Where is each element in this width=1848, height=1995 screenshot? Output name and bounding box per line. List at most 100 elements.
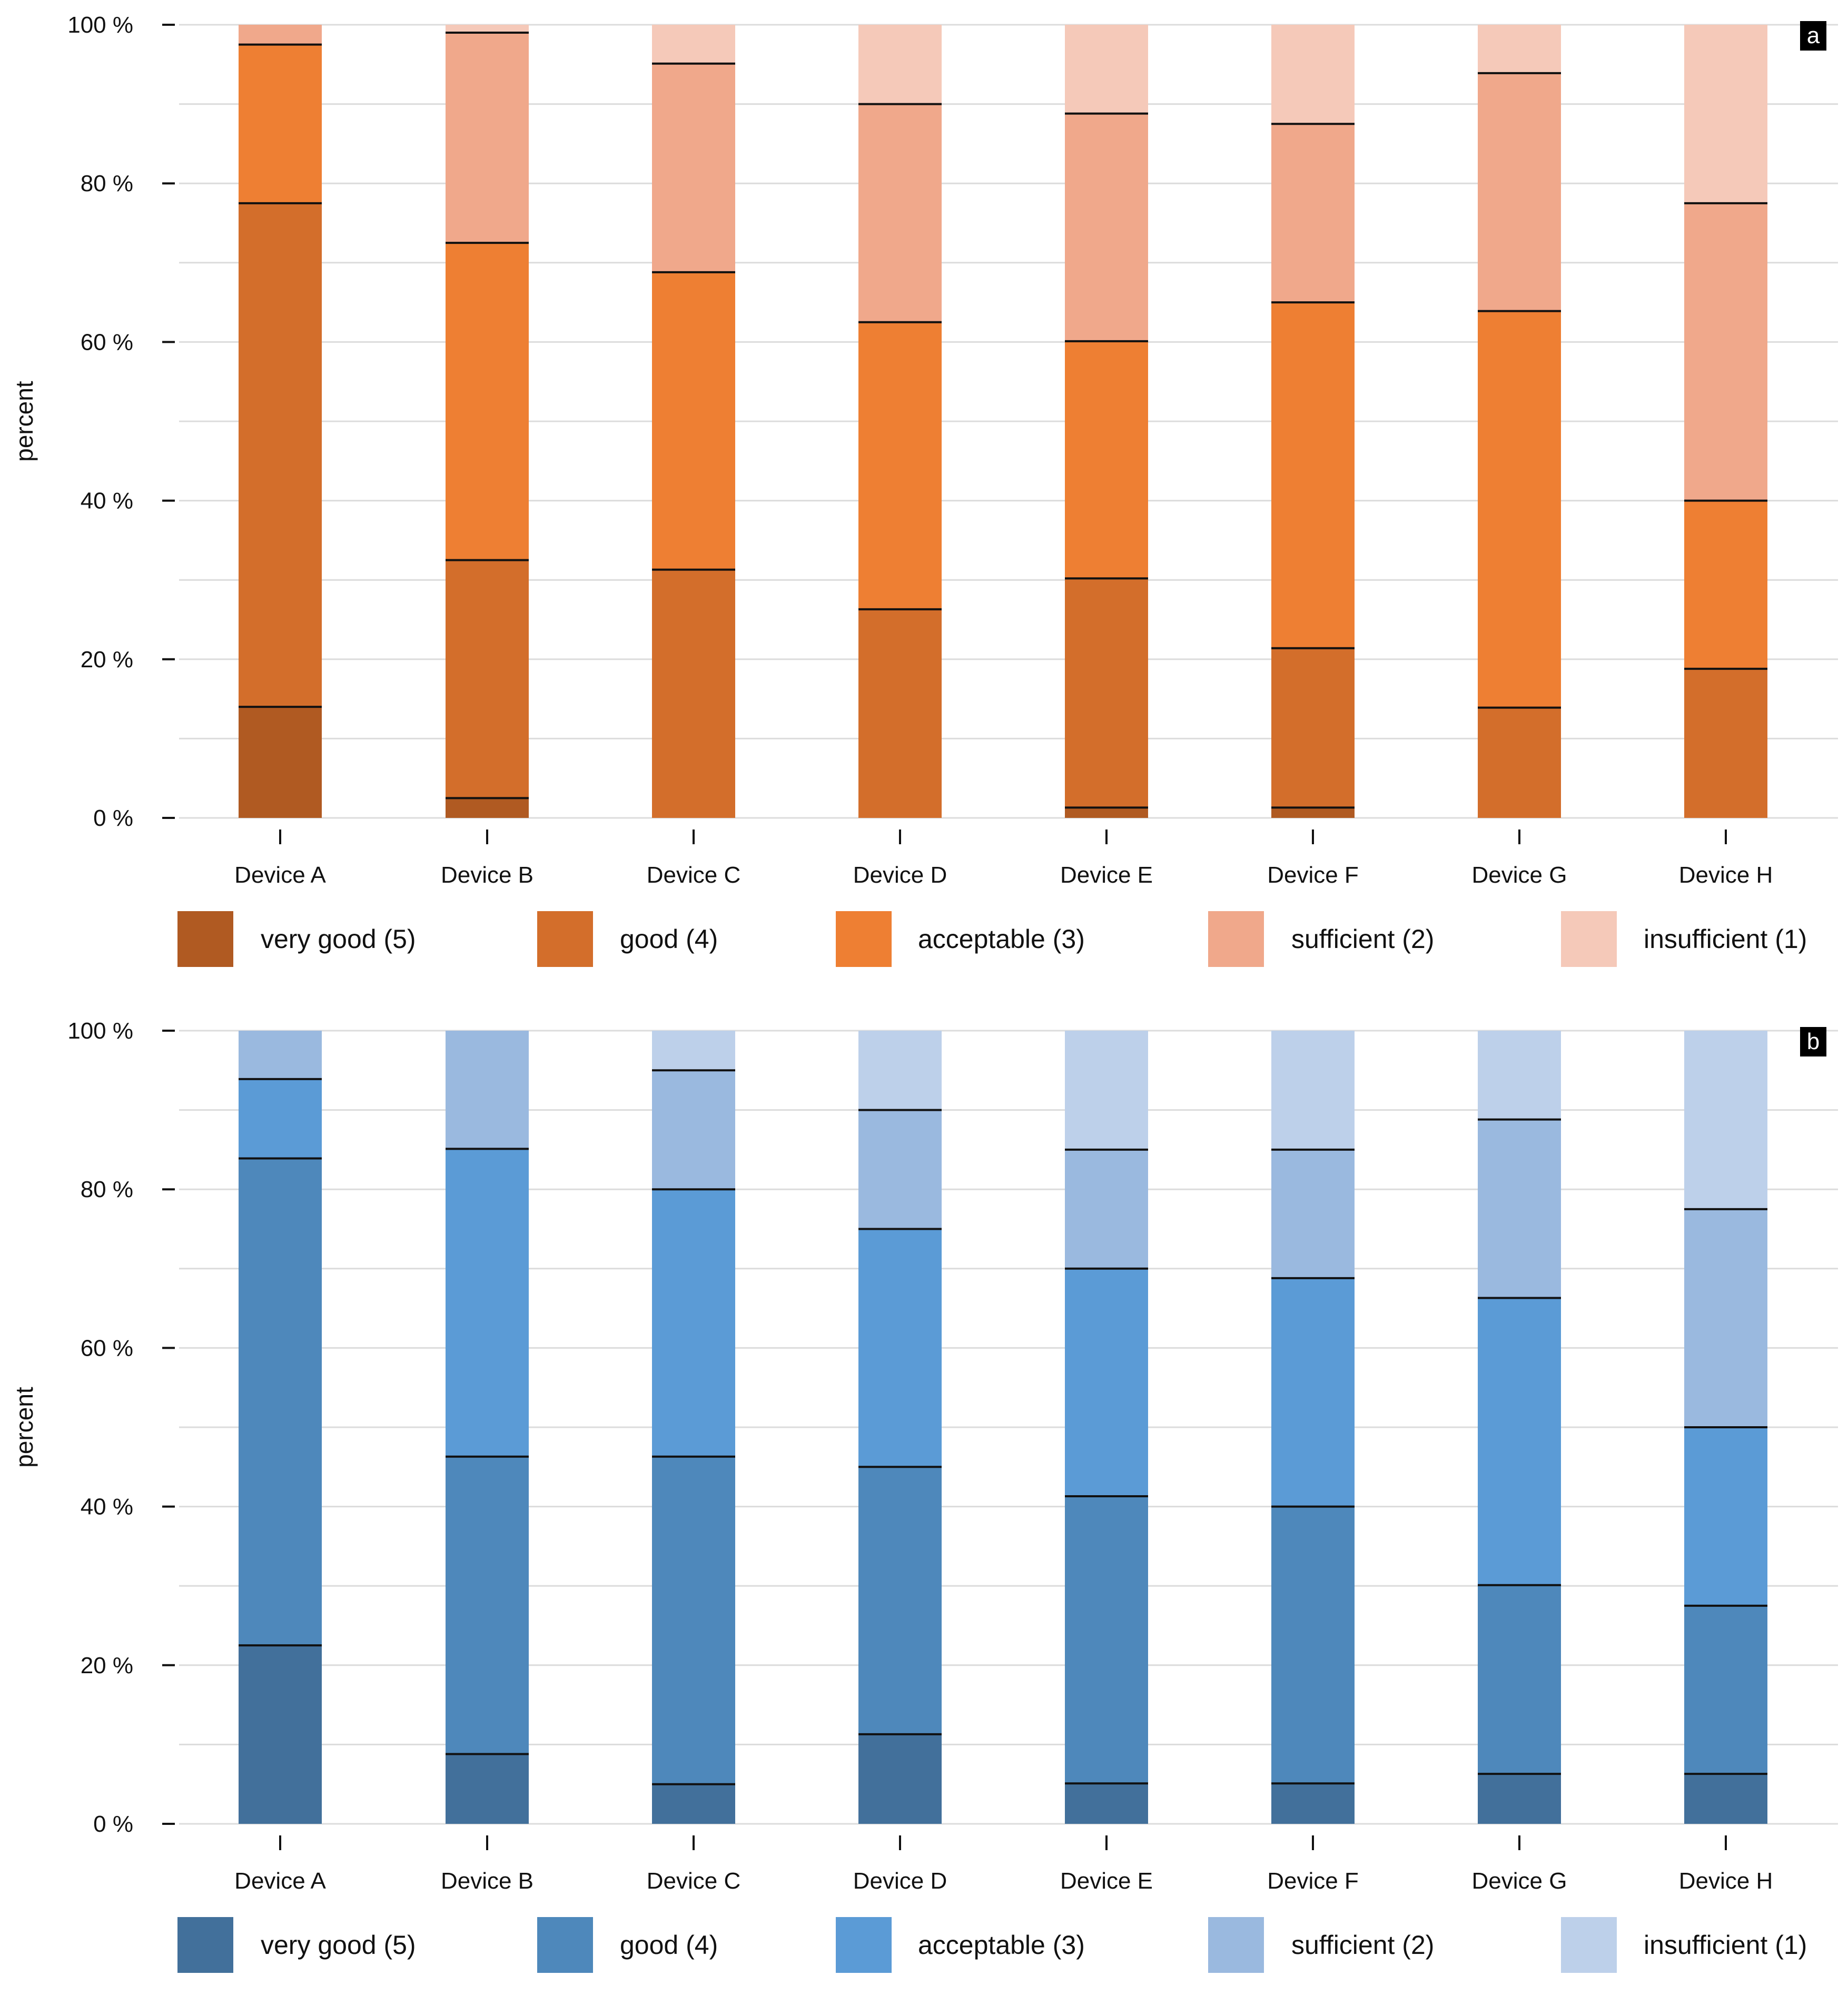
bar-segment bbox=[446, 243, 529, 560]
panel-label: b bbox=[1807, 1029, 1820, 1054]
legend-label: insufficient (1) bbox=[1644, 1930, 1807, 1960]
y-tick-label: 100 % bbox=[67, 12, 133, 38]
y-tick-label: 100 % bbox=[67, 1018, 133, 1044]
x-tick-label: Device A bbox=[234, 1868, 326, 1894]
bar-segment bbox=[1271, 302, 1355, 648]
bar-segment bbox=[858, 609, 942, 818]
bar-segment bbox=[1684, 1209, 1767, 1427]
legend-swatch bbox=[836, 1917, 892, 1973]
bar-segment bbox=[239, 1079, 322, 1159]
y-tick-label: 80 % bbox=[81, 171, 133, 196]
bar-segment bbox=[1065, 25, 1148, 114]
bar-segment bbox=[1065, 1031, 1148, 1150]
bar-segment bbox=[1065, 341, 1148, 579]
bar-segment bbox=[446, 1456, 529, 1754]
bar-segment bbox=[1271, 1278, 1355, 1507]
y-tick-label: 20 % bbox=[81, 647, 133, 673]
bar-segment bbox=[1065, 578, 1148, 808]
bar-segment bbox=[858, 322, 942, 609]
legend-swatch bbox=[537, 911, 593, 967]
bar-segment bbox=[1478, 25, 1561, 73]
bar-segment bbox=[858, 25, 942, 104]
bar-segment bbox=[1684, 1031, 1767, 1209]
bar-segment bbox=[1478, 707, 1561, 818]
y-tick-label: 40 % bbox=[81, 1494, 133, 1520]
x-tick-label: Device D bbox=[853, 862, 947, 888]
bar-segment bbox=[1065, 807, 1148, 818]
legend-swatch bbox=[836, 911, 892, 967]
bar-segment bbox=[858, 1110, 942, 1229]
bar-segment bbox=[1684, 1427, 1767, 1606]
bar-segment bbox=[446, 798, 529, 818]
panel-b: 0 % 20 % 40 % 60 % 80 % 100 % percent b Device A… bbox=[11, 1018, 1838, 1973]
bar-segment bbox=[239, 25, 322, 45]
legend-swatch bbox=[177, 1917, 233, 1973]
bar-segment bbox=[652, 25, 735, 64]
x-tick-label: Device F bbox=[1267, 862, 1359, 888]
bar-segment bbox=[1271, 1149, 1355, 1278]
bar-segment bbox=[858, 1734, 942, 1824]
legend-swatch bbox=[1208, 911, 1264, 967]
bar-segment bbox=[239, 707, 322, 818]
panel-a: 0 % 20 % 40 % 60 % 80 % 100 % percent a Device A… bbox=[11, 12, 1838, 967]
bar-segment bbox=[652, 1784, 735, 1824]
legend-label: acceptable (3) bbox=[918, 1930, 1085, 1960]
legend-label: sufficient (2) bbox=[1291, 1930, 1434, 1960]
bar-segment bbox=[652, 1456, 735, 1784]
bar-segment bbox=[1271, 1783, 1355, 1824]
y-axis-title: percent bbox=[11, 1387, 38, 1468]
legend-label: insufficient (1) bbox=[1644, 924, 1807, 954]
bar-segment bbox=[239, 44, 322, 203]
bar-segment bbox=[1684, 668, 1767, 818]
legend-swatch bbox=[1561, 911, 1617, 967]
y-tick-label: 0 % bbox=[93, 1811, 133, 1837]
legend-label: very good (5) bbox=[261, 1930, 416, 1960]
bar-segment bbox=[1684, 25, 1767, 203]
bar-segment bbox=[1271, 807, 1355, 818]
legend-swatch bbox=[1208, 1917, 1264, 1973]
bar-segment bbox=[858, 104, 942, 322]
y-tick-label: 40 % bbox=[81, 488, 133, 514]
x-tick-label: Device B bbox=[441, 1868, 533, 1894]
bar-segment bbox=[1478, 311, 1561, 708]
bar-segment bbox=[1271, 25, 1355, 124]
bar-segment bbox=[1478, 1119, 1561, 1298]
bar-segment bbox=[446, 33, 529, 243]
bar-segment bbox=[239, 1645, 322, 1824]
bar-segment bbox=[446, 1149, 529, 1457]
bar-segment bbox=[239, 203, 322, 707]
bar-segment bbox=[1065, 1496, 1148, 1784]
legend-label: acceptable (3) bbox=[918, 924, 1085, 954]
bar-segment bbox=[652, 63, 735, 272]
bar-segment bbox=[1065, 1268, 1148, 1497]
bar-segment bbox=[446, 25, 529, 33]
x-tick-label: Device C bbox=[647, 1868, 741, 1894]
bar-segment bbox=[858, 1467, 942, 1734]
bar-segment bbox=[1271, 1031, 1355, 1150]
bar-segment bbox=[858, 1031, 942, 1110]
y-tick-label: 60 % bbox=[81, 1335, 133, 1361]
bar-segment bbox=[446, 1754, 529, 1824]
bar-segment bbox=[1684, 203, 1767, 501]
bar-segment bbox=[1478, 1585, 1561, 1774]
bar-segment bbox=[1478, 1298, 1561, 1585]
y-tick-label: 20 % bbox=[81, 1653, 133, 1678]
x-tick-label: Device E bbox=[1060, 1868, 1153, 1894]
legend-label: good (4) bbox=[620, 1930, 718, 1960]
x-tick-label: Device F bbox=[1267, 1868, 1359, 1894]
x-tick-label: Device E bbox=[1060, 862, 1153, 888]
x-tick-label: Device G bbox=[1472, 862, 1567, 888]
y-tick-label: 80 % bbox=[81, 1177, 133, 1202]
x-tick-label: Device H bbox=[1679, 1868, 1773, 1894]
x-tick-label: Device D bbox=[853, 1868, 947, 1894]
bar-segment bbox=[239, 1158, 322, 1646]
y-axis-title: percent bbox=[11, 381, 38, 462]
bar-segment bbox=[1271, 1506, 1355, 1784]
y-tick-label: 60 % bbox=[81, 329, 133, 355]
bar-segment bbox=[1684, 500, 1767, 669]
bar-segment bbox=[1478, 73, 1561, 311]
x-tick-label: Device C bbox=[647, 862, 741, 888]
x-tick-label: Device A bbox=[234, 862, 326, 888]
legend-label: good (4) bbox=[620, 924, 718, 954]
